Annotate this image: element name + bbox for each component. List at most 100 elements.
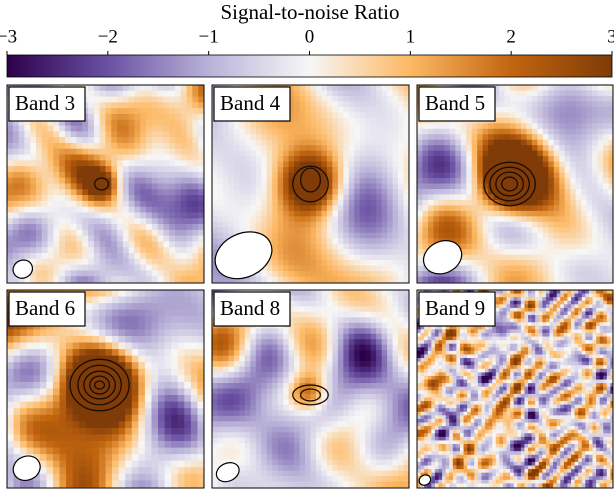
pixel	[370, 265, 377, 272]
pixel	[244, 216, 251, 223]
pixel	[59, 441, 67, 448]
pixel	[46, 368, 54, 376]
pixel	[542, 205, 549, 212]
contour	[501, 176, 519, 192]
pixel	[250, 161, 257, 168]
pixel	[134, 154, 141, 161]
pixel	[343, 112, 350, 119]
pixel	[387, 205, 393, 212]
pixel	[99, 85, 106, 92]
pixel	[277, 205, 284, 212]
pixel	[244, 221, 251, 228]
pixel	[559, 128, 566, 135]
pixel	[553, 101, 560, 108]
pixel	[449, 227, 456, 234]
pixel	[111, 218, 118, 225]
pixel	[217, 139, 224, 146]
pixel	[70, 264, 77, 271]
pixel	[403, 227, 409, 234]
pixel	[559, 210, 566, 217]
pixel	[92, 342, 100, 350]
pixel	[332, 210, 339, 217]
pixel	[526, 150, 533, 157]
pixel	[171, 460, 179, 468]
pixel	[13, 408, 21, 416]
pixel	[337, 178, 344, 184]
pixel	[212, 123, 218, 130]
pixel	[348, 106, 355, 113]
pixel	[359, 276, 366, 283]
pixel	[112, 408, 120, 416]
pixel	[46, 427, 54, 435]
pixel	[138, 454, 146, 462]
pixel	[134, 166, 141, 173]
pixel	[321, 117, 328, 124]
pixel	[111, 137, 118, 144]
pixel	[477, 188, 484, 195]
pixel	[184, 454, 192, 462]
pixel	[482, 249, 489, 256]
pixel	[499, 161, 505, 168]
pixel	[504, 145, 511, 152]
pixel	[315, 112, 322, 119]
pixel	[261, 210, 268, 217]
pixel	[250, 199, 257, 206]
pixel	[222, 167, 229, 173]
pixel	[398, 95, 404, 102]
pixel	[553, 199, 560, 206]
pixel	[158, 414, 165, 422]
pixel	[455, 139, 462, 146]
pixel	[277, 194, 284, 201]
pixel	[52, 388, 60, 396]
pixel	[482, 227, 489, 234]
pixel	[117, 148, 124, 155]
pixel	[321, 205, 328, 212]
pixel	[7, 183, 14, 190]
pixel	[146, 148, 153, 155]
pixel	[455, 238, 462, 245]
pixel	[53, 247, 60, 254]
pixel	[526, 271, 533, 277]
pixel	[12, 160, 19, 167]
pixel	[427, 271, 434, 277]
pixel	[140, 218, 147, 225]
pixel	[444, 194, 451, 201]
pixel	[381, 276, 388, 283]
pixel	[488, 199, 495, 206]
pixel	[365, 194, 372, 201]
pixel	[381, 300, 388, 307]
pixel	[105, 206, 112, 213]
pixel	[288, 249, 295, 256]
pixel	[493, 117, 500, 124]
pixel	[157, 276, 164, 283]
pixel	[151, 90, 159, 97]
pixel	[597, 85, 604, 91]
pixel	[359, 300, 366, 307]
pixel	[499, 265, 505, 272]
pixel	[510, 178, 516, 184]
panel-label: Band 5	[425, 91, 485, 115]
pixel	[261, 183, 268, 190]
pixel	[88, 137, 95, 144]
pixel	[98, 414, 106, 422]
pixel	[13, 329, 21, 337]
pixel	[163, 177, 170, 184]
pixel	[266, 210, 273, 217]
pixel	[542, 265, 549, 272]
pixel	[283, 139, 290, 146]
pixel	[171, 467, 179, 475]
pixel	[376, 95, 383, 102]
pixel	[398, 101, 404, 108]
pixel	[272, 194, 279, 201]
pixel	[244, 150, 251, 157]
pixel	[131, 427, 139, 435]
pixel	[348, 306, 355, 313]
pixel	[438, 221, 445, 228]
pixel	[510, 117, 516, 124]
pixel	[125, 467, 133, 475]
pixel	[332, 90, 339, 97]
pixel	[310, 210, 317, 217]
pixel	[169, 195, 176, 202]
pixel	[343, 167, 350, 173]
pixel	[12, 177, 19, 184]
